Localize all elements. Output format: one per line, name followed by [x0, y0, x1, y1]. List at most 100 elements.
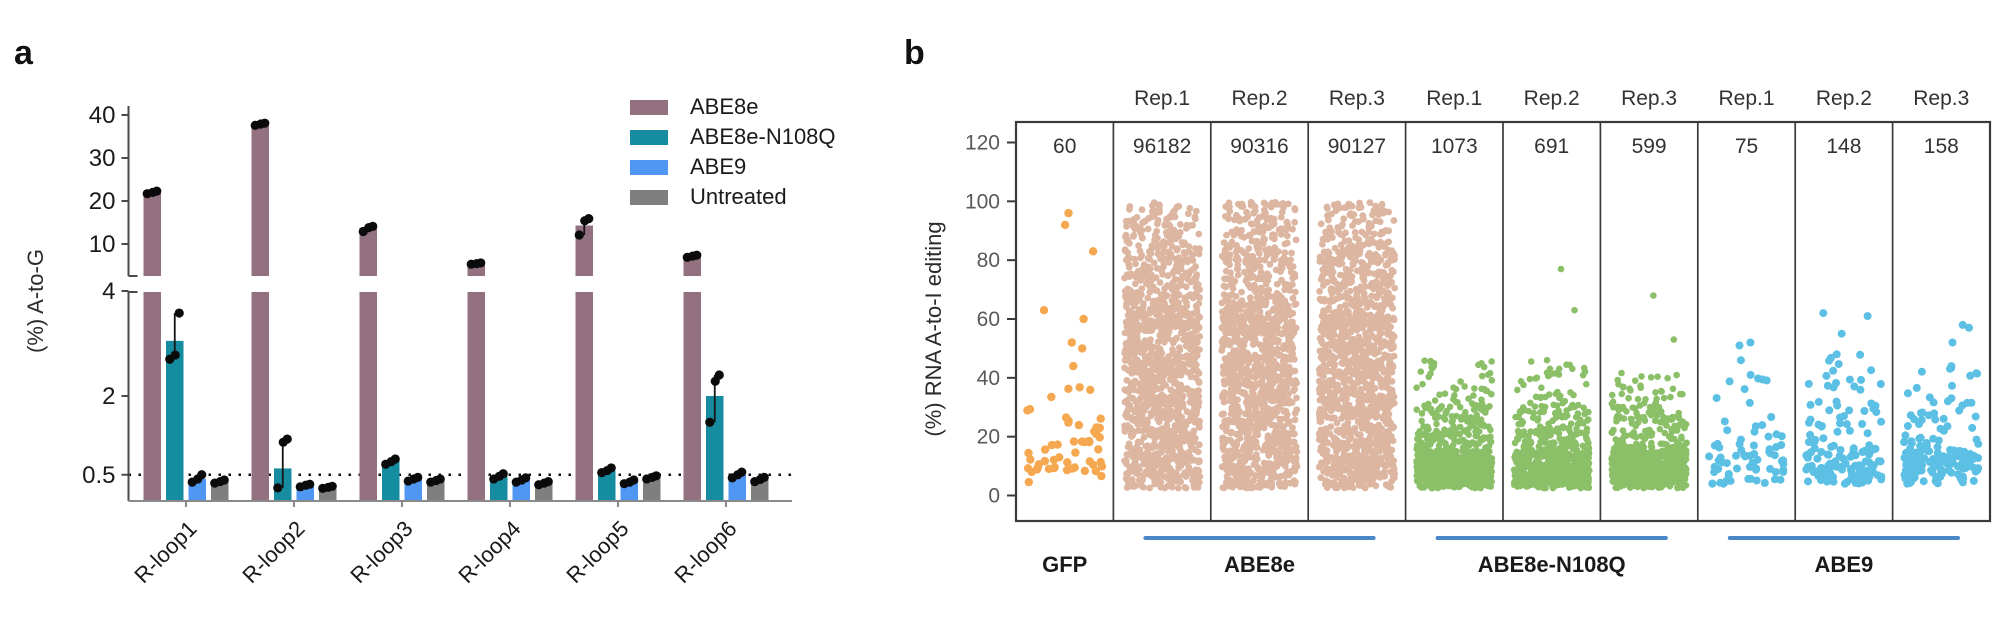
strip-point-ABE8e-N108Q — [1455, 438, 1463, 445]
strip-point-ABE8e — [1125, 312, 1133, 320]
strip-point-ABE8e — [1355, 392, 1363, 400]
strip-point-ABE8e — [1366, 357, 1373, 365]
strip-point-ABE8e — [1327, 407, 1335, 415]
strip-point-ABE8e — [1354, 376, 1362, 384]
strip-point-ABE8e — [1234, 271, 1242, 279]
strip-point-ABE8e — [1366, 269, 1373, 277]
replicate-dot-Untreated-R-loop4 — [543, 476, 553, 487]
strip-point-ABE8e — [1196, 473, 1204, 480]
strip-point-ABE8e — [1173, 304, 1181, 312]
strip-point-ABE8e — [1259, 470, 1267, 478]
strip-point-ABE8e — [1141, 311, 1149, 319]
strip-point-ABE8e — [1154, 217, 1162, 225]
strip-point-ABE8e-N108Q — [1488, 459, 1496, 467]
strip-point-ABE8e — [1343, 357, 1351, 365]
strip-point-ABE8e — [1155, 316, 1162, 324]
strip-point-ABE8e — [1189, 347, 1197, 355]
chart-text: R-loop4 — [453, 516, 525, 588]
strip-point-ABE8e — [1226, 261, 1233, 269]
strip-point-ABE8e — [1372, 293, 1380, 301]
strip-point-GFP — [1040, 445, 1050, 454]
strip-point-GFP — [1047, 392, 1056, 402]
strip-point-ABE8e — [1220, 462, 1228, 470]
strip-point-GFP — [1085, 457, 1095, 466]
strip-point-ABE8e — [1263, 412, 1271, 419]
strip-point-ABE8e-N108Q — [1456, 458, 1463, 465]
chart-text: 10 — [89, 231, 116, 258]
strip-point-ABE8e — [1259, 346, 1266, 353]
strip-point-ABE8e — [1220, 398, 1228, 406]
strip-point-ABE8e — [1238, 388, 1246, 396]
strip-point-ABE8e — [1139, 303, 1147, 311]
strip-point-ABE8e — [1285, 332, 1293, 340]
strip-outlier-GFP — [1069, 361, 1078, 371]
strip-point-ABE8e — [1384, 427, 1392, 435]
strip-point-ABE8e — [1285, 375, 1293, 383]
strip-point-ABE8e — [1139, 427, 1146, 435]
strip-point-ABE8e — [1381, 351, 1389, 359]
strip-point-ABE8e — [1140, 322, 1148, 330]
strip-point-ABE8e — [1342, 229, 1349, 237]
strip-point-ABE8e — [1187, 222, 1195, 229]
strip-point-ABE8e — [1196, 333, 1204, 340]
strip-point-ABE8e — [1265, 447, 1273, 455]
strip-point-ABE8e-N108Q — [1472, 428, 1479, 436]
strip-point-ABE8e — [1242, 410, 1249, 418]
strip-point-ABE8e — [1340, 474, 1348, 482]
strip-point-ABE8e-N108Q — [1478, 400, 1486, 407]
strip-point-ABE8e — [1154, 427, 1162, 435]
bar-ABE8e-R-loop1 — [143, 192, 161, 276]
strip-point-ABE8e — [1193, 387, 1201, 395]
strip-outlier-ABE8e-N108Q — [1430, 362, 1437, 370]
bar-lower-ABE8e-R-loop6 — [683, 292, 701, 501]
strip-point-ABE8e — [1230, 372, 1238, 380]
strip-point-ABE8e — [1280, 386, 1288, 393]
strip-point-ABE8e — [1132, 446, 1140, 454]
strip-point-ABE8e — [1233, 318, 1240, 326]
strip-point-ABE8e — [1124, 443, 1132, 451]
strip-point-ABE8e — [1238, 288, 1245, 296]
strip-point-ABE8e — [1364, 262, 1372, 270]
strip-point-ABE8e — [1329, 234, 1336, 241]
strip-point-ABE8e — [1348, 278, 1355, 286]
strip-point-ABE8e — [1362, 231, 1369, 239]
strip-point-ABE8e — [1142, 383, 1150, 391]
strip-point-ABE8e — [1377, 343, 1385, 351]
strip-point-ABE8e — [1378, 383, 1386, 391]
strip-point-ABE8e — [1350, 453, 1357, 460]
strip-point-ABE8e — [1323, 204, 1331, 212]
strip-point-ABE8e — [1194, 281, 1202, 288]
strip-point-ABE8e — [1220, 291, 1228, 299]
strip-point-ABE8e — [1124, 422, 1132, 429]
strip-point-ABE8e — [1317, 276, 1325, 283]
strip-point-ABE8e-N108Q — [1413, 406, 1420, 414]
strip-point-ABE8e — [1334, 288, 1342, 296]
strip-point-ABE8e — [1268, 472, 1275, 480]
strip-point-ABE8e — [1379, 279, 1387, 287]
strip-point-ABE8e — [1350, 211, 1358, 219]
strip-point-ABE8e — [1221, 275, 1228, 283]
strip-point-ABE8e-N108Q — [1462, 428, 1469, 435]
strip-point-ABE8e-N108Q — [1434, 414, 1441, 421]
strip-point-ABE8e — [1130, 366, 1137, 373]
strip-point-ABE8e — [1178, 363, 1185, 371]
strip-point-ABE8e — [1131, 310, 1139, 318]
strip-point-ABE8e — [1123, 222, 1130, 230]
chart-text: 2 — [102, 383, 115, 410]
bar-ABE8e-N108Q-R-loop1 — [166, 340, 184, 501]
strip-point-ABE8e — [1179, 403, 1187, 410]
bar-lower-ABE8e-R-loop2 — [251, 292, 269, 501]
replicate-dot-Untreated-R-loop1 — [219, 475, 229, 485]
strip-point-ABE8e — [1271, 252, 1279, 260]
strip-point-ABE8e — [1291, 409, 1299, 417]
strip-point-ABE8e — [1283, 399, 1290, 406]
strip-point-ABE8e — [1366, 282, 1374, 290]
strip-point-ABE8e — [1178, 394, 1185, 401]
strip-point-ABE8e — [1292, 236, 1300, 244]
strip-point-ABE8e — [1257, 324, 1265, 331]
strip-point-ABE8e — [1148, 443, 1156, 451]
strip-point-ABE8e — [1133, 298, 1141, 306]
strip-point-ABE8e — [1128, 341, 1136, 349]
strip-point-ABE8e — [1331, 480, 1338, 488]
bar-lower-ABE8e-R-loop4 — [467, 292, 485, 501]
